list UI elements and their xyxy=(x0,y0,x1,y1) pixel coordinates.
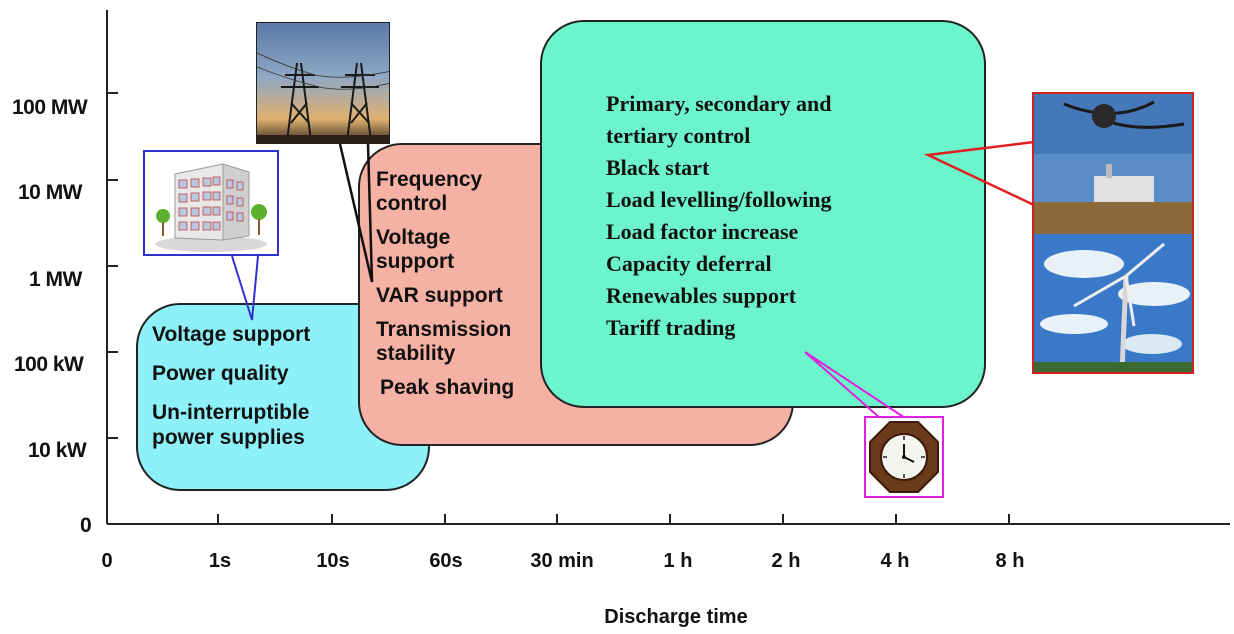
list-item: Transmission stability xyxy=(376,318,512,365)
x-tick-label: 0 xyxy=(101,550,113,572)
list-item: Voltage support xyxy=(376,226,455,273)
energy-management-list: Primary, secondary and tertiary control … xyxy=(606,88,906,344)
x-tick-label: 4 h xyxy=(880,550,910,572)
transmission-list: Frequency control Voltage support VAR su… xyxy=(376,168,546,410)
power-plant-wind-turbine-icon xyxy=(1032,92,1194,374)
building-icon xyxy=(143,150,279,256)
x-axis-title: Discharge time xyxy=(604,606,748,628)
list-item: Voltage support xyxy=(152,323,311,346)
y-tick-label: 1 MW xyxy=(29,268,82,291)
list-item: Capacity deferral xyxy=(606,251,772,276)
list-item: Peak shaving xyxy=(380,376,515,399)
y-tick-label: 100 MW xyxy=(12,96,88,119)
x-ticks xyxy=(217,514,1010,524)
y-tick-label: 10 kW xyxy=(28,439,87,462)
list-item: Black start xyxy=(606,155,710,180)
power-pylon-icon xyxy=(256,22,390,144)
list-item: Power quality xyxy=(152,362,289,385)
x-tick-label: 8 h xyxy=(995,550,1025,572)
energy-management-region xyxy=(540,20,986,408)
x-tick-label: 10s xyxy=(316,550,350,572)
list-item: Frequency control xyxy=(376,168,483,215)
x-tick-label: 30 min xyxy=(530,550,594,572)
x-tick-label: 2 h xyxy=(771,550,801,572)
power-quality-list: Voltage support Power quality Un-interru… xyxy=(152,322,362,464)
list-item: Load factor increase xyxy=(606,219,799,244)
clock-icon xyxy=(864,416,944,498)
x-tick-label: 60s xyxy=(429,550,463,572)
x-tick-label: 1s xyxy=(208,550,232,572)
y-ticks xyxy=(107,92,118,439)
list-item: Load levelling/following xyxy=(606,187,832,212)
list-item: VAR support xyxy=(376,284,503,307)
y-tick-label: 0 xyxy=(80,514,92,537)
x-tick-label: 1 h xyxy=(663,550,693,572)
list-item: Tariff trading xyxy=(606,315,736,340)
y-tick-label: 100 kW xyxy=(14,353,84,376)
y-tick-label: 10 MW xyxy=(18,181,83,204)
list-item: Un-interruptible power supplies xyxy=(152,401,310,449)
list-item: Primary, secondary and tertiary control xyxy=(606,91,832,148)
list-item: Renewables support xyxy=(606,283,797,308)
